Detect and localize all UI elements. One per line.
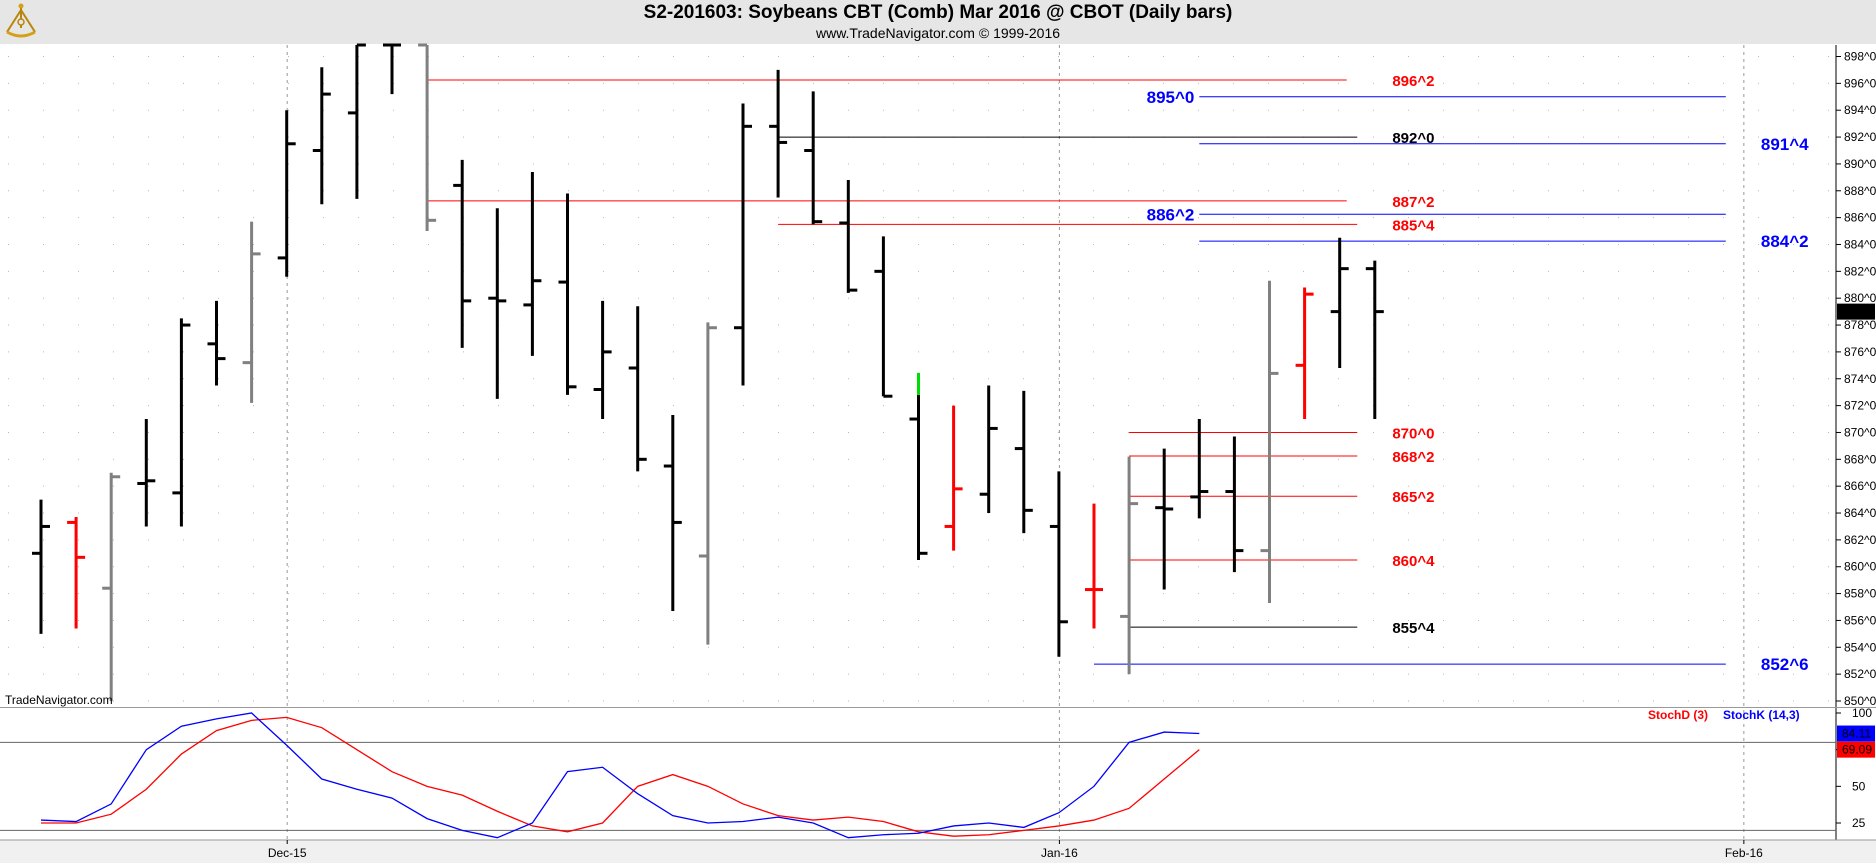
price-tick-label: 864^0 — [1844, 506, 1876, 520]
level-lines: 896^2 895^0 892^0 891^4 887^2 886^2 885^4 884^2… — [427, 73, 1809, 674]
stoch-legend-d: StochD (3) — [1648, 708, 1708, 722]
watermark-text: TradeNavigator.com — [5, 693, 113, 707]
date-tick-label: Feb-16 — [1725, 846, 1763, 860]
sextant-logo-icon — [6, 3, 36, 38]
level-label: 852^6 — [1761, 655, 1809, 674]
chart-title: S2-201603: Soybeans CBT (Comb) Mar 2016 … — [643, 2, 1233, 23]
price-tick-label: 868^0 — [1844, 452, 1876, 466]
stochastic-panel: 100755025StochK (14,3)StochD (3)84.1169.… — [0, 706, 1875, 839]
level-label: 868^2 — [1392, 449, 1434, 466]
level-label: 884^2 — [1761, 232, 1809, 251]
date-axis-panel — [0, 840, 1876, 863]
price-tick-label: 862^0 — [1844, 533, 1876, 547]
price-tick-label: 896^0 — [1844, 76, 1876, 90]
level-label: 892^0 — [1392, 130, 1434, 147]
price-tick-label: 898^0 — [1844, 50, 1876, 64]
ohlc-bars — [32, 43, 1384, 701]
level-label: 860^4 — [1392, 553, 1435, 570]
stoch-series-line — [40, 712, 1200, 839]
price-tick-label: 854^0 — [1844, 640, 1876, 654]
stoch-legend-k: StochK (14,3) — [1723, 708, 1800, 722]
stochd-value: 69.09 — [1842, 743, 1872, 757]
price-tick-label: 884^0 — [1844, 237, 1876, 251]
price-tick-label: 880^0 — [1844, 291, 1876, 305]
stoch-tick-label: 100 — [1852, 706, 1872, 720]
price-tick-label: 890^0 — [1844, 157, 1876, 171]
price-tick-label: 870^0 — [1844, 425, 1876, 439]
stochd-value-box — [1837, 741, 1875, 758]
price-tick-label: 878^0 — [1844, 318, 1876, 332]
price-tick-label: 860^0 — [1844, 560, 1876, 574]
price-tick-label: 856^0 — [1844, 613, 1876, 627]
level-label: 870^0 — [1392, 425, 1434, 442]
stoch-series-line — [41, 716, 1200, 837]
stochk-value: 84.11 — [1842, 727, 1871, 741]
date-axis: Dec-15 Jan-16 Feb-16 — [0, 839, 1876, 863]
price-tick-label: 866^0 — [1844, 479, 1876, 493]
price-tick-label: 874^0 — [1844, 372, 1876, 386]
price-tick-label: 894^0 — [1844, 103, 1876, 117]
level-label: 895^0 — [1147, 88, 1195, 107]
stochk-value-box — [1837, 725, 1875, 742]
price-tick-label: 858^0 — [1844, 587, 1876, 601]
price-tick-label: 886^0 — [1844, 211, 1876, 225]
level-label: 891^4 — [1761, 135, 1809, 154]
stoch-tick-label: 50 — [1852, 779, 1866, 793]
price-tick-label: 892^0 — [1844, 130, 1876, 144]
last-price-box — [1837, 303, 1875, 320]
price-axis: 898^0 896^0 894^0 892^0 890^0 888^0 886^0 884^0… — [0, 45, 1876, 840]
chart-subtitle: www.TradeNavigator.com © 1999-2016 — [815, 25, 1061, 41]
price-tick-label: 872^0 — [1844, 399, 1876, 413]
level-label: 886^2 — [1147, 205, 1195, 224]
price-tick-label: 852^0 — [1844, 667, 1876, 681]
level-label: 865^2 — [1392, 489, 1434, 506]
stoch-tick-label: 25 — [1852, 816, 1866, 830]
date-tick-label: Jan-16 — [1041, 846, 1078, 860]
last-price-label: 879^0 — [1840, 305, 1873, 319]
level-label: 896^2 — [1392, 73, 1434, 90]
price-tick-label: 876^0 — [1844, 345, 1876, 359]
date-tick-label: Dec-15 — [268, 846, 307, 860]
level-label: 887^2 — [1392, 194, 1434, 211]
grid — [8, 45, 1834, 840]
chart-header: S2-201603: Soybeans CBT (Comb) Mar 2016 … — [0, 0, 1876, 44]
price-tick-label: 882^0 — [1844, 264, 1876, 278]
level-label: 885^4 — [1392, 217, 1435, 234]
level-label: 855^4 — [1392, 620, 1435, 637]
price-tick-label: 850^0 — [1844, 694, 1876, 708]
price-tick-label: 888^0 — [1844, 184, 1876, 198]
